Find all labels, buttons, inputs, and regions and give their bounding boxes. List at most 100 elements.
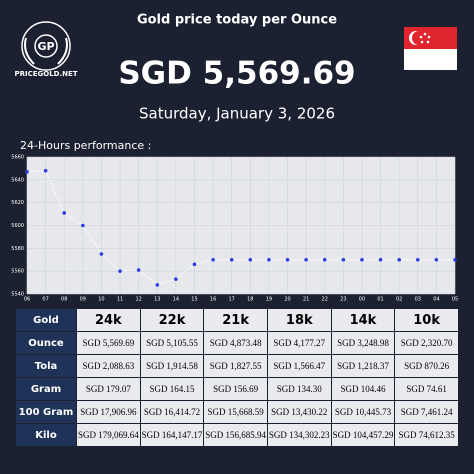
y-tick-label: 5540 [11,292,24,298]
point [43,168,48,173]
cell: SGD 4,873.48 [203,331,268,355]
cell: SGD 1,914.58 [139,354,205,378]
row-label: Kilo [15,423,77,447]
x-tick-label: 15 [191,297,197,303]
cell: SGD 179.07 [76,377,141,401]
y-tick-label: 5660 [11,155,24,161]
row-label: Ounce [15,331,77,355]
cell: SGD 2,320.70 [394,331,459,355]
cell: SGD 870.26 [394,354,459,378]
x-tick-label: 20 [284,297,290,303]
logo: GP PRICEGOLD.NET [14,21,78,78]
cell: SGD 10,445.73 [330,400,396,424]
chart-title: 24-Hours performance : [20,139,151,152]
point [267,257,271,262]
table-row: Ounce SGD 5,569.69 SGD 5,105.55 SGD 4,873.4… [15,331,459,355]
x-tick-label: 04 [433,297,439,303]
cell: 22k [139,308,205,332]
point [378,257,383,262]
point [453,257,457,262]
cell: SGD 5,569.69 [76,331,141,355]
cell: SGD 17,906.96 [76,400,141,424]
cell: SGD 156.69 [203,377,268,401]
y-tick-label: 5600 [11,223,24,229]
price-table: Gold 24k 22k 21k 18k 14k 10k Ounce SGD 5,569.69 S… [15,308,459,447]
y-tick-label: 5620 [11,200,24,206]
table-row: Gram SGD 179.07 SGD 164.15 SGD 156.69 SGD 13… [15,377,459,401]
cell: 21k [203,308,268,332]
cell: SGD 7,461.24 [394,400,459,424]
x-tick-label: 00 [359,297,365,303]
x-tick-label: 17 [229,297,235,303]
site-name: PRICEGOLD.NET [14,70,77,78]
row-label: Gram [15,377,77,401]
y-tick-label: 5560 [11,269,24,275]
point [229,257,234,262]
row-label: Gold [15,308,77,332]
table-row: Gold 24k 22k 21k 18k 14k 10k [15,308,459,332]
point [211,257,215,262]
point [360,257,364,262]
line [26,170,455,286]
point [118,269,122,273]
x-tick-label: 08 [61,297,67,303]
cell: SGD 16,414.72 [139,400,205,424]
table-row: Tola SGD 2,088.63 SGD 1,914.58 SGD 1,827.55… [15,354,459,378]
cell: SGD 134,302.23 [266,423,332,447]
x-tick-label: 06 [24,297,30,303]
logo-text: GP [37,40,54,53]
point [192,262,197,267]
x-tick-label: 22 [322,297,328,303]
point [62,211,67,215]
x-tick-label: 14 [173,297,179,303]
x-tick-label: 12 [135,297,141,303]
x-tick-label: 09 [80,297,86,303]
cell: 24k [76,308,141,332]
point [136,268,141,272]
point [99,252,104,256]
table-row: 100 Gram SGD 17,906.96 SGD 16,414.72 SGD 15… [15,400,459,424]
x-tick-label: 01 [377,297,383,303]
cell: SGD 164,147.17 [139,423,205,447]
row-label: 100 Gram [15,400,77,424]
cell: SGD 134.30 [266,377,332,401]
cell: SGD 1,827.55 [203,354,268,378]
cell: SGD 15,668.59 [203,400,268,424]
x-tick-label: 03 [415,297,421,303]
cell: SGD 74.61 [394,377,459,401]
cell: SGD 1,218.37 [330,354,396,378]
x-tick-label: 05 [452,297,458,303]
point [322,257,327,262]
point [341,257,346,262]
point [174,277,178,281]
cell: 14k [330,308,396,332]
cell: SGD 164.15 [139,377,205,401]
cell: SGD 179,069.64 [76,423,141,447]
y-tick-label: 5580 [11,246,24,252]
point [25,170,29,174]
cell: SGD 156,685.94 [203,423,268,447]
point [155,283,160,287]
point [285,257,290,262]
x-tick-label: 18 [247,297,253,303]
x-tick-label: 16 [210,297,216,303]
point [434,257,439,262]
cell: 18k [266,308,332,332]
cell: SGD 2,088.63 [76,354,141,378]
x-tick-label: 21 [303,297,309,303]
y-tick-label: 5640 [11,177,24,183]
x-tick-label: 19 [266,297,272,303]
date: Saturday, January 3, 2026 [139,105,335,123]
x-tick-label: 13 [154,297,160,303]
point [248,257,253,262]
point [81,223,85,228]
point [304,257,308,262]
point [397,257,401,262]
cell: SGD 5,105.55 [139,331,205,355]
flag [404,27,457,70]
plot: 5540 5560 5580 5600 5620 5640 5660 06 07 08 09 10 11… [11,155,458,303]
cell: SGD 13,430.22 [266,400,332,424]
x-tick-label: 02 [396,297,402,303]
